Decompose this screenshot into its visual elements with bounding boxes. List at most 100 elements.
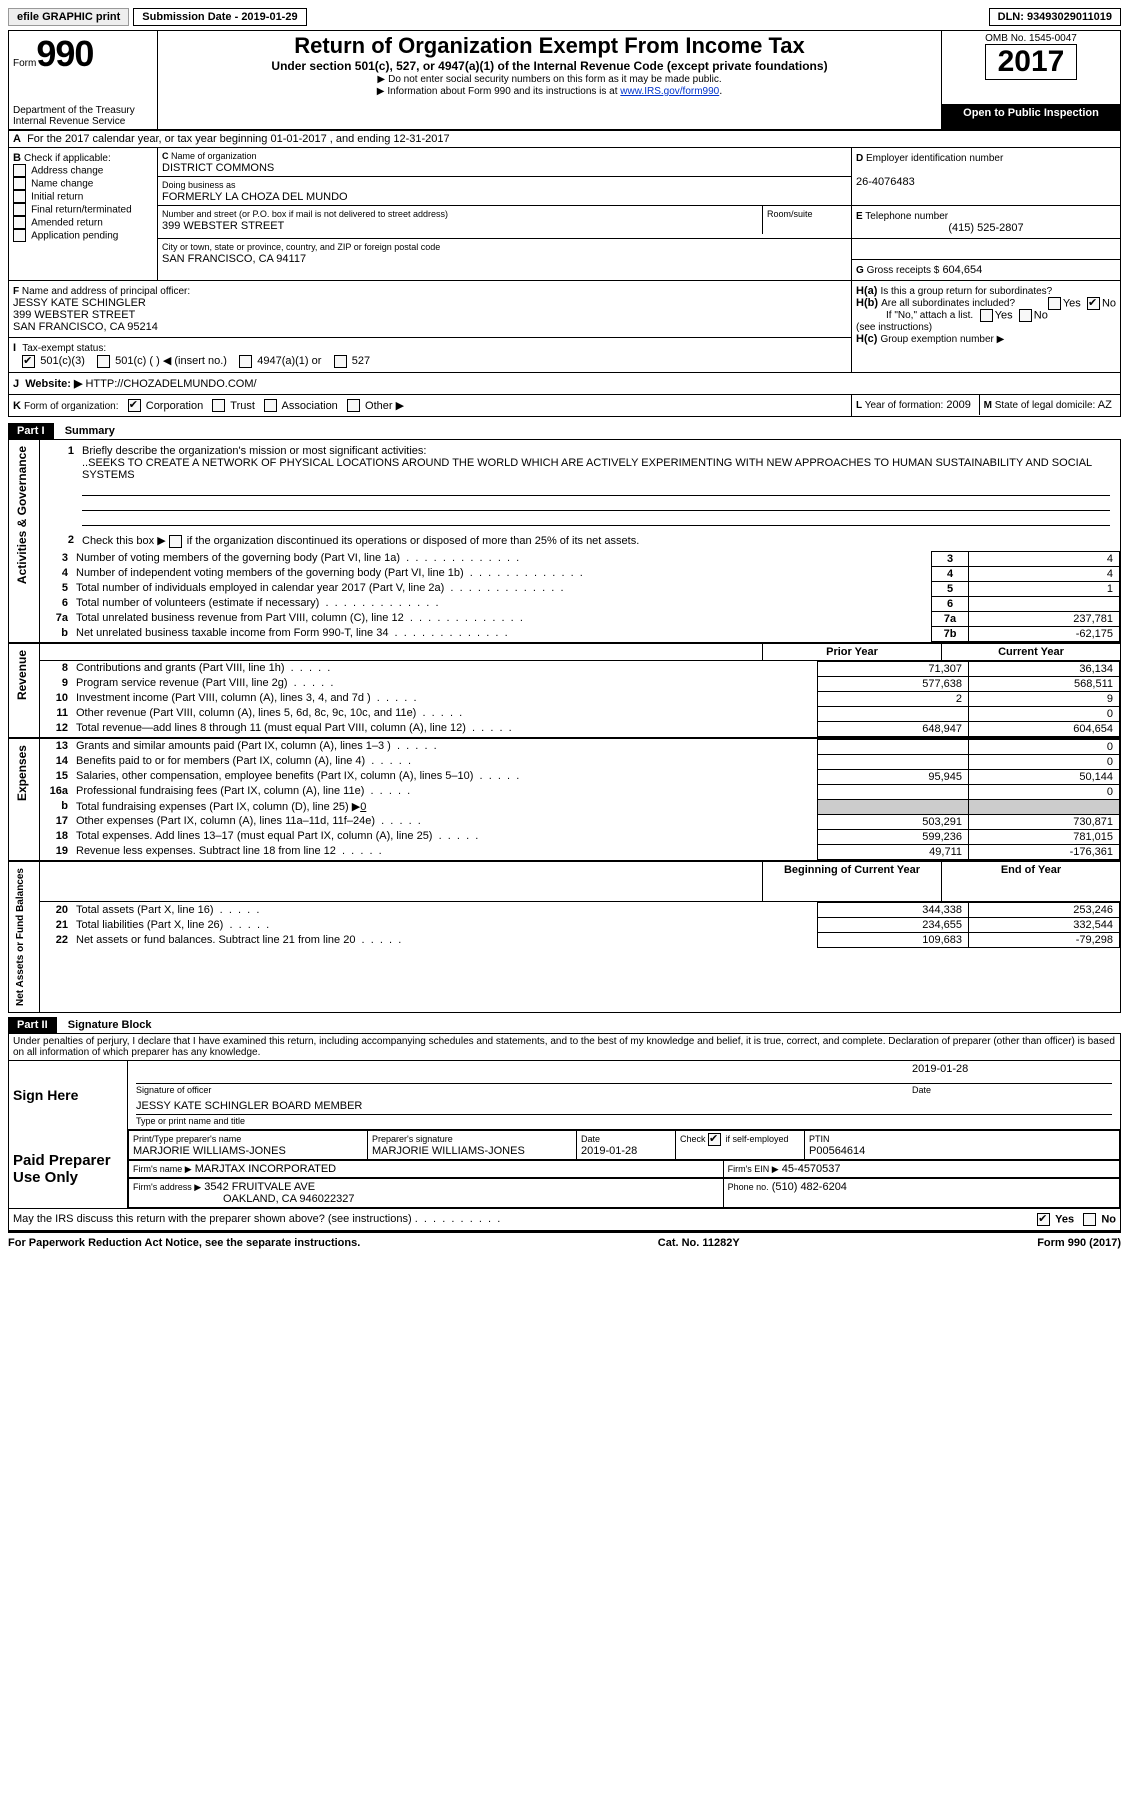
ha-no-checkbox[interactable] (1087, 297, 1100, 310)
part2-header: Part II (8, 1017, 57, 1033)
side-expenses: Expenses (13, 741, 31, 805)
opt-501c: 501(c) ( ) ◀ (insert no.) (115, 355, 227, 367)
gross-label: Gross receipts $ (867, 265, 940, 276)
k-corp-checkbox[interactable] (128, 399, 141, 412)
yes-label-2: Yes (995, 309, 1013, 321)
year-formation: 2009 (946, 399, 970, 411)
c-name-label: Name of organization (171, 151, 257, 161)
efile-print-button[interactable]: efile GRAPHIC print (8, 8, 129, 26)
telephone: (415) 525-2807 (856, 222, 1116, 234)
preparer-name: MARJORIE WILLIAMS-JONES (133, 1145, 286, 1157)
ha-yes-checkbox[interactable] (1048, 297, 1061, 310)
ptin-label: PTIN (809, 1134, 830, 1144)
omb-number: OMB No. 1545-0047 (946, 33, 1116, 44)
yes-label: Yes (1063, 297, 1081, 309)
k-other-checkbox[interactable] (347, 399, 360, 412)
form-word: Form (13, 58, 36, 69)
k-trust-checkbox[interactable] (212, 399, 225, 412)
firm-addr1: 3542 FRUITVALE AVE (204, 1181, 315, 1193)
discuss-no-checkbox[interactable] (1083, 1213, 1096, 1226)
ha-label: Is this a group return for subordinates? (880, 286, 1052, 297)
k-trust: Trust (230, 400, 255, 412)
sig-date-label: Date (912, 1085, 931, 1095)
discuss-no: No (1101, 1213, 1116, 1225)
opt-527: 527 (352, 355, 370, 367)
year-form-label: Year of formation: (865, 400, 944, 411)
dln-number: DLN: 93493029011019 (989, 8, 1121, 26)
officer-label: Name and address of principal officer: (22, 286, 190, 297)
l1-label: Briefly describe the organization's miss… (82, 445, 426, 457)
sig-officer-label: Signature of officer (136, 1085, 211, 1095)
paid-preparer-label: Paid Preparer Use Only (9, 1129, 128, 1208)
no-label: No (1102, 297, 1116, 309)
sig-name-label: Type or print name and title (136, 1116, 245, 1126)
pra-notice: For Paperwork Reduction Act Notice, see … (8, 1237, 360, 1249)
prep-name-label: Print/Type preparer's name (133, 1134, 241, 1144)
open-public-inspection: Open to Public Inspection (942, 105, 1121, 130)
opt-4947: 4947(a)(1) or (257, 355, 321, 367)
ssn-note: Do not enter social security numbers on … (388, 74, 721, 85)
city-label: City or town, state or province, country… (162, 242, 440, 252)
firm-phone: (510) 482-6204 (772, 1181, 847, 1193)
form-990-label: 990 (36, 33, 93, 74)
b-checkbox[interactable] (13, 203, 26, 216)
info-note: Information about Form 990 and its instr… (387, 86, 620, 97)
b-checkbox[interactable] (13, 229, 26, 242)
k-other: Other ▶ (365, 400, 404, 412)
col-beginning: Beginning of Current Year (763, 861, 942, 902)
dba-value: FORMERLY LA CHOZA DEL MUNDO (162, 191, 348, 203)
submission-date: Submission Date - 2019-01-29 (133, 8, 306, 26)
officer-sig-name: JESSY KATE SCHINGLER BOARD MEMBER (136, 1100, 1112, 1115)
gross-receipts: 604,654 (942, 264, 982, 276)
irs-label: Internal Revenue Service (13, 116, 153, 127)
hb-no-checkbox[interactable] (1019, 309, 1032, 322)
side-activities: Activities & Governance (13, 442, 31, 588)
l2-checkbox[interactable] (169, 535, 182, 548)
ifno-note: If "No," attach a list. (see instruction… (856, 310, 973, 333)
firm-addr2: OAKLAND, CA 946022327 (223, 1193, 354, 1205)
website-label: Website: ▶ (25, 378, 82, 390)
irs-form990-link[interactable]: www.IRS.gov/form990 (620, 86, 719, 97)
firm-addr-label: Firm's address ▶ (133, 1182, 201, 1192)
prep-sig-label: Preparer's signature (372, 1134, 453, 1144)
ptin-value: P00564614 (809, 1145, 865, 1157)
mission-text: ..SEEKS TO CREATE A NETWORK OF PHYSICAL … (82, 457, 1092, 481)
b-checkbox[interactable] (13, 177, 26, 190)
b-checkbox[interactable] (13, 190, 26, 203)
state-domicile: AZ (1098, 399, 1112, 411)
ein-value: 26-4076483 (856, 176, 915, 188)
form-org-label: Form of organization: (24, 401, 119, 412)
discuss-yes-checkbox[interactable] (1037, 1213, 1050, 1226)
col-endyear: End of Year (942, 861, 1121, 902)
officer-addr1: 399 WEBSTER STREET (13, 309, 135, 321)
form-header-table: Form990 Department of the Treasury Inter… (8, 30, 1121, 417)
side-netassets: Net Assets or Fund Balances (13, 864, 28, 1010)
501c3-checkbox[interactable] (22, 355, 35, 368)
firm-ein: 45-4570537 (782, 1163, 841, 1175)
4947-checkbox[interactable] (239, 355, 252, 368)
form-title: Return of Organization Exempt From Incom… (162, 33, 937, 59)
527-checkbox[interactable] (334, 355, 347, 368)
b-checkbox[interactable] (13, 216, 26, 229)
hb-yes-checkbox[interactable] (980, 309, 993, 322)
city-state-zip: SAN FRANCISCO, CA 94117 (162, 253, 306, 265)
k-assoc: Association (282, 400, 338, 412)
dept-treasury: Department of the Treasury (13, 105, 153, 116)
topbar: efile GRAPHIC print Submission Date - 20… (8, 8, 1121, 26)
hc-label: Group exemption number ▶ (880, 334, 1004, 345)
sec-b-label: Check if applicable: (24, 153, 111, 164)
501c-checkbox[interactable] (97, 355, 110, 368)
self-employed-checkbox[interactable] (708, 1133, 721, 1146)
preparer-signature: MARJORIE WILLIAMS-JONES (372, 1145, 525, 1157)
firm-phone-label: Phone no. (728, 1182, 769, 1192)
firm-name-label: Firm's name ▶ (133, 1164, 192, 1174)
side-revenue: Revenue (13, 646, 31, 704)
preparer-date: 2019-01-28 (581, 1145, 637, 1157)
sig-date: 2019-01-28 (912, 1063, 1112, 1084)
room-label: Room/suite (767, 209, 813, 219)
ein-label: Employer identification number (866, 153, 1003, 164)
addr-label: Number and street (or P.O. box if mail i… (162, 209, 448, 219)
sign-here-label: Sign Here (9, 1060, 128, 1129)
k-assoc-checkbox[interactable] (264, 399, 277, 412)
b-checkbox[interactable] (13, 164, 26, 177)
